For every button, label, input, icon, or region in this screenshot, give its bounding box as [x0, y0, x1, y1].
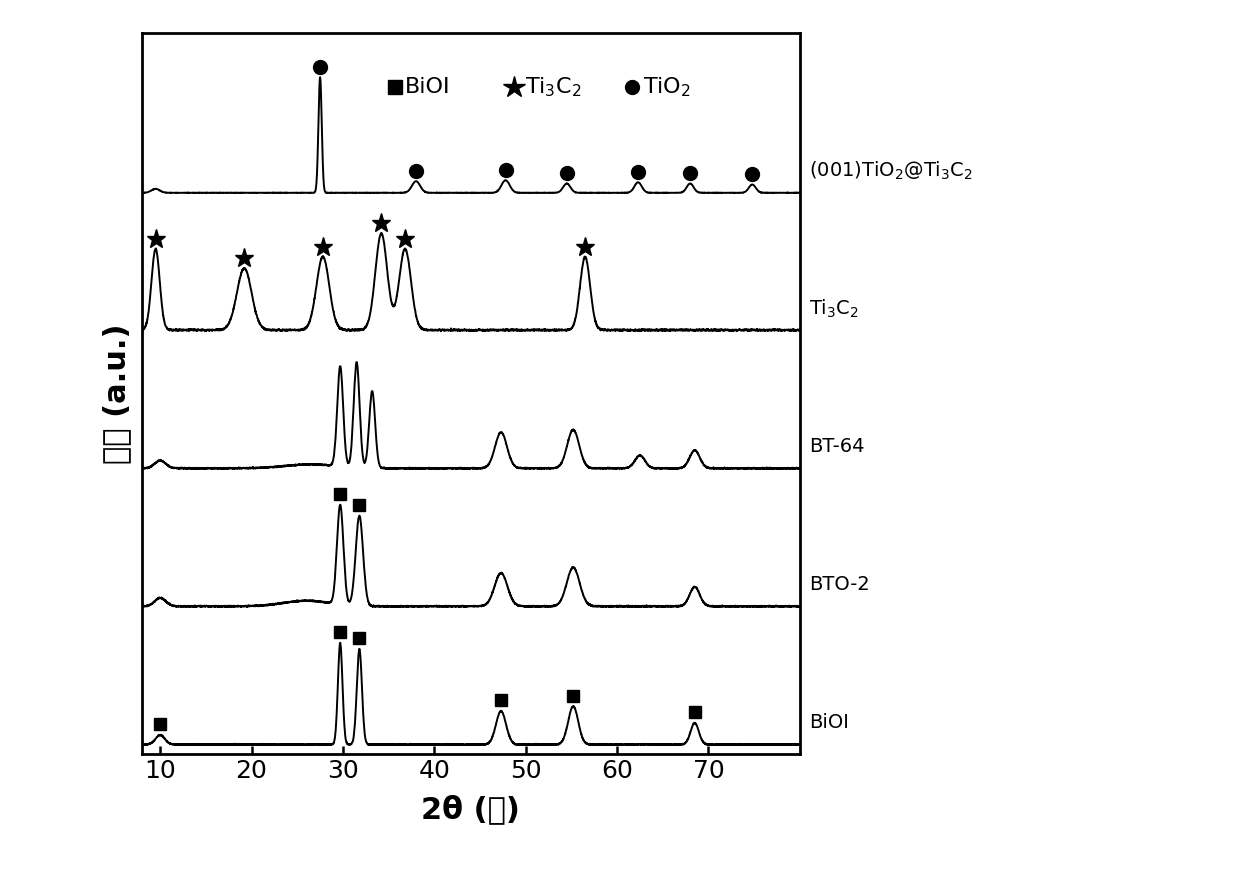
Text: BiOI: BiOI — [405, 77, 450, 97]
Y-axis label: 强度 (a.u.): 强度 (a.u.) — [102, 323, 130, 464]
Text: BTO-2: BTO-2 — [808, 576, 869, 594]
X-axis label: 2θ (度): 2θ (度) — [422, 794, 521, 824]
Text: TiO$_2$: TiO$_2$ — [644, 75, 691, 99]
Text: (001)TiO$_2$@Ti$_3$C$_2$: (001)TiO$_2$@Ti$_3$C$_2$ — [808, 160, 973, 182]
Text: Ti$_3$C$_2$: Ti$_3$C$_2$ — [808, 298, 859, 320]
Text: BT-64: BT-64 — [808, 437, 864, 457]
Text: Ti$_3$C$_2$: Ti$_3$C$_2$ — [525, 75, 582, 99]
Text: BiOI: BiOI — [808, 713, 849, 732]
